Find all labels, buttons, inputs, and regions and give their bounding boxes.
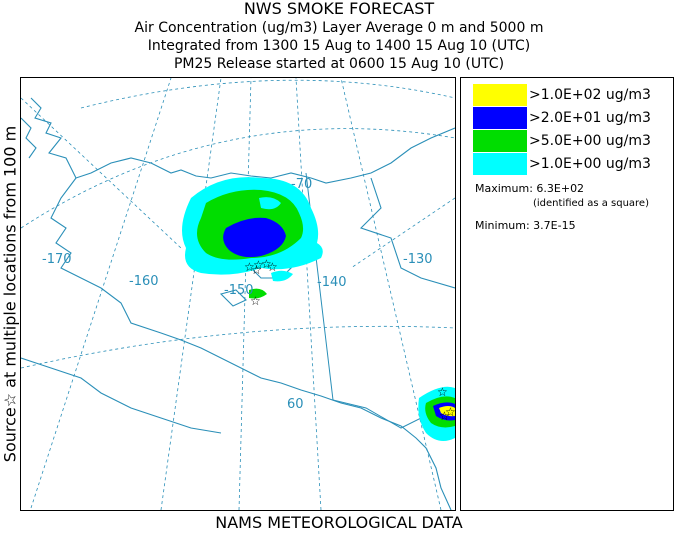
meridian-line: [30, 78, 172, 509]
legend-swatch-yellow: [473, 84, 527, 106]
source-star-icon: ☆: [261, 257, 272, 271]
meridian-line: [340, 78, 442, 510]
lon-label-140: -140: [317, 275, 347, 290]
source-star-icon: ☆: [250, 294, 261, 308]
lon-label-130: -130: [403, 252, 433, 267]
legend-label-2: >2.0E+01 ug/m3: [529, 110, 651, 126]
southern-coastline: [50, 177, 452, 510]
integration-period: Integrated from 1300 15 Aug to 1400 15 A…: [147, 38, 531, 54]
release-time: PM25 Release started at 0600 15 Aug 10 (…: [173, 56, 505, 72]
canada-coast: [359, 177, 455, 289]
minimum-value: Minimum: 3.7E-15: [475, 219, 576, 232]
border-line: [305, 172, 455, 429]
map-panel[interactable]: ☆ ☆ ☆ ☆ ☆ ☆ ☆ ☆ ☆ -170 -160 -150 -140 -1…: [20, 77, 456, 511]
legend-swatch-green: [473, 130, 527, 152]
source-star-icon: ☆: [437, 385, 448, 399]
latitude-line: [21, 325, 455, 369]
legend-swatch-cyan: [473, 153, 527, 175]
lon-label-150: -150: [224, 283, 254, 298]
source-star-icon: ☆: [253, 258, 264, 272]
concentration-subtitle: Air Concentration (ug/m3) Layer Average …: [134, 20, 544, 36]
latitude-line: [80, 79, 455, 109]
source-markers: ☆ ☆ ☆ ☆ ☆ ☆ ☆ ☆ ☆: [244, 257, 455, 423]
legend-label-4: >1.0E+00 ug/m3: [529, 156, 651, 172]
source-label-text: Source☆ at multiple locations from 100 m: [0, 125, 20, 463]
arctic-coastline: [30, 97, 455, 184]
legend-panel: >1.0E+02 ug/m3 >2.0E+01 ug/m3 >5.0E+00 u…: [460, 77, 674, 511]
source-star-icon: ☆: [244, 260, 255, 274]
meridian-line: [238, 78, 252, 510]
coastlines: [21, 97, 455, 510]
legend-label-3: >5.0E+00 ug/m3: [529, 133, 651, 149]
smoke-plume-southeast: [418, 386, 455, 442]
lon-label-170: -170: [42, 252, 72, 267]
latitude-line: [21, 128, 455, 229]
meridian-line: [350, 197, 455, 269]
maximum-value: Maximum: 6.3E+02: [475, 182, 585, 195]
lon-label-160: -160: [129, 274, 159, 289]
meridian-line: [21, 97, 182, 249]
meridian-line: [295, 78, 322, 510]
legend-label-1: >1.0E+02 ug/m3: [529, 87, 651, 103]
island: [219, 289, 247, 307]
alaska-map: ☆ ☆ ☆ ☆ ☆ ☆ ☆ ☆ ☆ -170 -160 -150 -140 -1…: [21, 78, 455, 510]
lat-label-70: -70: [291, 177, 312, 192]
legend-swatch-blue: [473, 107, 527, 129]
graticule: [21, 78, 455, 510]
chukotka-coast: [21, 117, 37, 159]
aleutian-coast: [21, 357, 222, 434]
source-star-icon: ☆: [439, 409, 450, 423]
meridian-line: [160, 78, 222, 510]
forecast-title: NWS SMOKE FORECAST: [243, 0, 435, 18]
lat-label-60: 60: [287, 397, 304, 412]
maximum-note: (identified as a square): [533, 198, 649, 209]
source-star-icon: ☆: [445, 405, 455, 419]
source-star-icon: ☆: [251, 263, 262, 277]
meteorological-data-label: NAMS METEOROLOGICAL DATA: [215, 513, 463, 532]
source-star-icon: ☆: [267, 260, 278, 274]
source-side-label: Source☆ at multiple locations from 100 m: [0, 77, 20, 511]
smoke-plume-main: [182, 177, 323, 299]
